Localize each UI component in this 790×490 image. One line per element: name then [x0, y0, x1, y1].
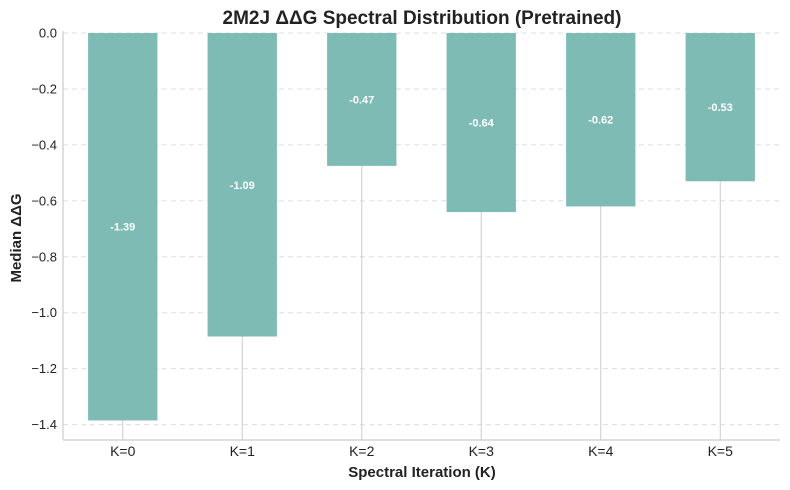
chart-title: 2M2J ΔΔG Spectral Distribution (Pretrain…: [223, 8, 622, 29]
bar: [446, 33, 516, 213]
bar: [566, 33, 636, 207]
y-tick-label: −0.8: [31, 249, 57, 264]
y-tick-label: −0.6: [31, 193, 57, 208]
bars: [88, 33, 755, 421]
grid-lines: [63, 32, 780, 426]
y-axis-label: Median ΔΔG: [8, 193, 25, 282]
x-axis-label: Spectral Iteration (K): [348, 464, 496, 481]
bar: [88, 33, 158, 421]
bar: [207, 33, 277, 337]
x-tick-labels: K=0 K=1 K=2 K=3 K=4 K=5: [110, 443, 733, 459]
x-tick-label: K=4: [588, 443, 614, 459]
y-tick-label: −1.4: [31, 417, 57, 432]
y-tick-label: −0.2: [31, 81, 57, 96]
data-labels: -1.39 -1.09 -0.47 -0.64 -0.62 -0.53: [110, 94, 733, 233]
data-label: -0.64: [469, 118, 495, 130]
data-label: -1.09: [230, 180, 255, 192]
x-tick-label: K=5: [708, 443, 734, 459]
bar: [327, 33, 397, 166]
data-label: -0.47: [349, 94, 374, 106]
y-tick-labels: 0.0 −0.2 −0.4 −0.6 −0.8 −1.0 −1.2 −1.4: [31, 26, 57, 433]
y-tick-label: −1.0: [31, 305, 57, 320]
x-tick-label: K=2: [349, 443, 375, 459]
y-tick-label: −1.2: [31, 361, 57, 376]
x-tick-label: K=3: [469, 443, 495, 459]
data-label: -1.39: [110, 222, 135, 234]
x-tick-label: K=0: [110, 443, 136, 459]
x-tick-label: K=1: [230, 443, 256, 459]
data-label: -0.53: [708, 102, 733, 114]
y-tick-label: 0.0: [39, 26, 57, 41]
data-label: -0.62: [588, 115, 613, 127]
y-tick-label: −0.4: [31, 137, 57, 152]
bar: [685, 33, 755, 182]
axes: [62, 31, 780, 441]
